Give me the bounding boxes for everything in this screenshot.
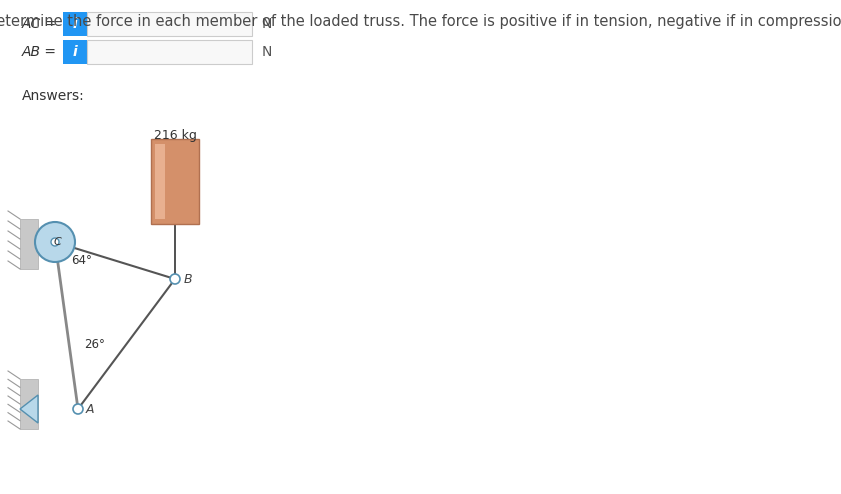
Text: A: A xyxy=(86,403,94,415)
Text: AC =: AC = xyxy=(22,17,57,31)
Text: C: C xyxy=(53,237,61,247)
Bar xyxy=(87,40,252,64)
Circle shape xyxy=(73,404,83,414)
Circle shape xyxy=(51,238,59,246)
Text: 64°: 64° xyxy=(71,253,92,266)
Polygon shape xyxy=(20,395,38,423)
Text: N: N xyxy=(262,17,272,31)
Text: Determine the force in each member of the loaded truss. The force is positive if: Determine the force in each member of th… xyxy=(0,14,841,29)
Bar xyxy=(63,12,87,36)
Text: B: B xyxy=(184,273,193,286)
Text: N: N xyxy=(262,45,272,59)
Circle shape xyxy=(170,274,180,284)
Bar xyxy=(20,379,38,429)
Text: Answers:: Answers: xyxy=(22,89,85,103)
Bar xyxy=(63,40,87,64)
Bar xyxy=(155,144,165,219)
Text: AB =: AB = xyxy=(22,45,57,59)
Bar xyxy=(20,219,38,269)
Text: 216 kg: 216 kg xyxy=(154,129,197,142)
Bar xyxy=(151,139,199,224)
Text: i: i xyxy=(72,17,77,31)
Circle shape xyxy=(35,222,75,262)
Text: 26°: 26° xyxy=(84,337,105,351)
Text: i: i xyxy=(72,45,77,59)
Bar xyxy=(87,12,252,36)
